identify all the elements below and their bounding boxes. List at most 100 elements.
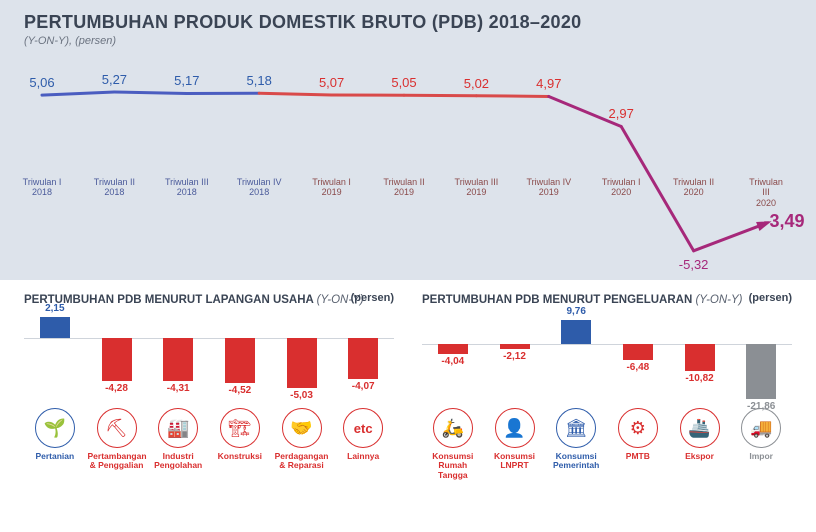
bar-rect	[438, 344, 468, 354]
category-icon: etc	[343, 408, 383, 448]
category-icon-col: 🤝 Perdagangan & Reparasi	[271, 408, 333, 471]
bar-value: -4,28	[105, 383, 128, 394]
category-icon-col: 🛵 Konsumsi Rumah Tangga	[422, 408, 484, 480]
line-xlabel: Triwulan III2018	[165, 177, 209, 198]
bar-value: 2,15	[45, 303, 64, 314]
right-icons: 🛵 Konsumsi Rumah Tangga 👤 Konsumsi LNPRT 🏛 Ko…	[422, 408, 792, 480]
top-panel: PERTUMBUHAN PRODUK DOMESTIK BRUTO (PDB) …	[0, 0, 816, 280]
category-label: Konsumsi Rumah Tangga	[424, 452, 482, 480]
bar-value: -2,12	[503, 351, 526, 362]
bar-col: 9,76	[545, 312, 607, 402]
line-value: 5,27	[102, 72, 127, 87]
line-xlabel: Triwulan II2018	[94, 177, 135, 198]
left-panel: PERTUMBUHAN PDB MENURUT LAPANGAN USAHA (…	[24, 294, 394, 480]
bar-col: -4,04	[422, 312, 484, 402]
main-subtitle: (Y-ON-Y), (persen)	[24, 35, 792, 47]
line-value: 5,07	[319, 75, 344, 90]
bar-value: -4,04	[441, 356, 464, 367]
bar-col: -5,03	[271, 312, 333, 402]
category-icon: 🤝	[282, 408, 322, 448]
bar-value: -21,86	[747, 401, 775, 412]
line-value: -5,32	[679, 257, 709, 272]
bar-rect	[561, 320, 591, 344]
line-xlabel: Triwulan II2019	[383, 177, 424, 198]
bar-rect	[623, 344, 653, 360]
category-label: Konsumsi Pemerintah	[547, 452, 605, 471]
category-icon-col: ⛏ Pertambangan & Penggalian	[86, 408, 148, 471]
bar-rect	[163, 338, 193, 381]
bar-col: 2,15	[24, 312, 86, 402]
bar-value: -4,52	[228, 385, 251, 396]
line-chart: 5,06 Triwulan I2018 5,27 Triwulan II2018 5,1…	[24, 65, 784, 265]
category-icon: 🌱	[35, 408, 75, 448]
category-icon-col: 🚚 Impor	[730, 408, 792, 480]
category-label: Konstruksi	[218, 452, 262, 461]
line-xlabel: Triwulan II2020	[673, 177, 714, 198]
bar-col: -4,07	[332, 312, 394, 402]
line-xlabel: Triwulan I2018	[23, 177, 62, 198]
bar-value: 9,76	[566, 306, 585, 317]
line-value: 5,05	[391, 75, 416, 90]
category-icon-col: 🚢 Ekspor	[669, 408, 731, 480]
category-icon-col: 🏛 Konsumsi Pemerintah	[545, 408, 607, 480]
category-label: Lainnya	[347, 452, 379, 461]
line-value: 5,17	[174, 73, 199, 88]
left-panel-title-text: PERTUMBUHAN PDB MENURUT LAPANGAN USAHA	[24, 294, 313, 306]
category-icon: ⚙	[618, 408, 658, 448]
category-label: Konsumsi LNPRT	[486, 452, 544, 471]
line-value: 2,97	[609, 106, 634, 121]
bar-value: -5,03	[290, 390, 313, 401]
bar-rect	[40, 317, 70, 339]
category-icon: 🚚	[741, 408, 781, 448]
bar-rect	[500, 344, 530, 349]
line-xlabel: Triwulan III2019	[455, 177, 499, 198]
category-icon-col: etc Lainnya	[332, 408, 394, 471]
category-icon: 🛵	[433, 408, 473, 448]
bar-col: -10,82	[669, 312, 731, 402]
right-bars: -4,04 -2,12 9,76-6,48 -10,82 -21,86	[422, 312, 792, 402]
line-xlabel: Triwulan III2020	[749, 177, 783, 208]
category-label: PMTB	[626, 452, 650, 461]
line-value: 5,18	[247, 73, 272, 88]
bar-col: -21,86	[730, 312, 792, 402]
bar-value: -4,31	[167, 383, 190, 394]
bar-col: -4,28	[86, 312, 148, 402]
bar-rect	[685, 344, 715, 371]
category-icon: 🏛	[556, 408, 596, 448]
line-value: -3,49	[763, 211, 804, 232]
bar-value: -10,82	[685, 373, 713, 384]
category-icon-col: 🌱 Pertanian	[24, 408, 86, 471]
bar-rect	[746, 344, 776, 399]
line-xlabel: Triwulan I2020	[602, 177, 641, 198]
category-label: Pertambangan & Penggalian	[88, 452, 146, 471]
category-icon: 🏭	[158, 408, 198, 448]
bar-rect	[225, 338, 255, 383]
category-icon-col: 🏗Konstruksi	[209, 408, 271, 471]
category-icon: 🚢	[680, 408, 720, 448]
category-icon-col: ⚙ PMTB	[607, 408, 669, 480]
bar-value: -4,07	[352, 381, 375, 392]
bar-col: -6,48	[607, 312, 669, 402]
line-value: 5,06	[29, 75, 54, 90]
right-panel-title: PERTUMBUHAN PDB MENURUT PENGELUARAN (Y-O…	[422, 294, 792, 306]
bar-rect	[287, 338, 317, 388]
bar-col: -4,52	[209, 312, 271, 402]
main-title: PERTUMBUHAN PRODUK DOMESTIK BRUTO (PDB) …	[24, 12, 792, 33]
right-panel-title-text: PERTUMBUHAN PDB MENURUT PENGELUARAN	[422, 294, 692, 306]
line-value: 4,97	[536, 76, 561, 91]
category-icon-col: 🏭 Industri Pengolahan	[147, 408, 209, 471]
category-label: Industri Pengolahan	[149, 452, 207, 471]
category-icon: ⛏	[97, 408, 137, 448]
category-label: Impor	[749, 452, 773, 461]
bar-col: -4,31	[147, 312, 209, 402]
category-icon-col: 👤 Konsumsi LNPRT	[484, 408, 546, 480]
category-label: Perdagangan & Reparasi	[273, 452, 331, 471]
category-label: Ekspor	[685, 452, 714, 461]
category-icon: 👤	[495, 408, 535, 448]
bar-col: -2,12	[484, 312, 546, 402]
line-value: 5,02	[464, 76, 489, 91]
line-xlabel: Triwulan IV2019	[526, 177, 571, 198]
category-label: Pertanian	[35, 452, 74, 461]
line-xlabel: Triwulan I2019	[312, 177, 351, 198]
bottom-row: PERTUMBUHAN PDB MENURUT LAPANGAN USAHA (…	[0, 280, 816, 480]
